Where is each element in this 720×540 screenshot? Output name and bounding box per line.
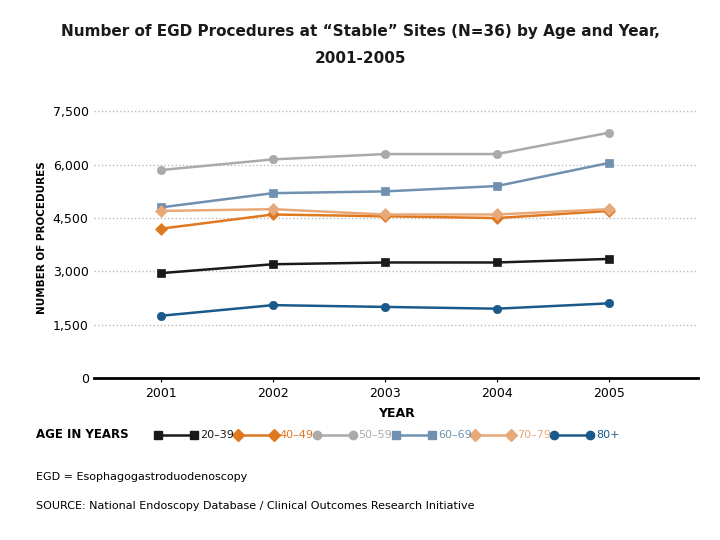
60–69 <box>269 190 277 197</box>
Text: 40–49: 40–49 <box>279 430 313 440</box>
20–39 <box>605 255 613 262</box>
20–39 <box>269 261 277 267</box>
40–49 <box>492 215 501 221</box>
70–79 <box>605 206 613 212</box>
Text: SOURCE: National Endoscopy Database / Clinical Outcomes Research Initiative: SOURCE: National Endoscopy Database / Cl… <box>36 501 474 511</box>
50–59 <box>605 130 613 136</box>
Text: Number of EGD Procedures at “Stable” Sites (N=36) by Age and Year,: Number of EGD Procedures at “Stable” Sit… <box>60 24 660 39</box>
20–39 <box>380 259 389 266</box>
70–79 <box>380 211 389 218</box>
Text: 2001-2005: 2001-2005 <box>314 51 406 66</box>
Line: 20–39: 20–39 <box>157 255 613 278</box>
Line: 40–49: 40–49 <box>157 207 613 233</box>
Line: 70–79: 70–79 <box>157 205 613 219</box>
Text: 80+: 80+ <box>596 430 620 440</box>
80+ <box>156 313 165 319</box>
40–49 <box>605 208 613 214</box>
50–59 <box>492 151 501 157</box>
60–69 <box>156 204 165 211</box>
Text: 20–39: 20–39 <box>200 430 234 440</box>
80+ <box>605 300 613 307</box>
Line: 50–59: 50–59 <box>157 129 613 174</box>
70–79 <box>269 206 277 212</box>
Text: 60–69: 60–69 <box>438 430 472 440</box>
60–69 <box>380 188 389 194</box>
40–49 <box>380 213 389 220</box>
80+ <box>269 302 277 308</box>
Text: AGE IN YEARS: AGE IN YEARS <box>36 428 129 441</box>
50–59 <box>156 167 165 173</box>
60–69 <box>605 160 613 166</box>
Text: 70–79: 70–79 <box>517 430 551 440</box>
X-axis label: YEAR: YEAR <box>377 407 415 420</box>
20–39 <box>156 270 165 276</box>
20–39 <box>492 259 501 266</box>
Text: EGD = Esophagogastroduodenoscopy: EGD = Esophagogastroduodenoscopy <box>36 472 247 483</box>
80+ <box>492 306 501 312</box>
Line: 60–69: 60–69 <box>157 159 613 212</box>
80+ <box>380 303 389 310</box>
70–79 <box>492 211 501 218</box>
60–69 <box>492 183 501 190</box>
50–59 <box>269 156 277 163</box>
Y-axis label: NUMBER OF PROCEDURES: NUMBER OF PROCEDURES <box>37 161 48 314</box>
Text: 50–59: 50–59 <box>359 430 392 440</box>
40–49 <box>269 211 277 218</box>
Line: 80+: 80+ <box>157 299 613 320</box>
70–79 <box>156 208 165 214</box>
50–59 <box>380 151 389 157</box>
40–49 <box>156 226 165 232</box>
